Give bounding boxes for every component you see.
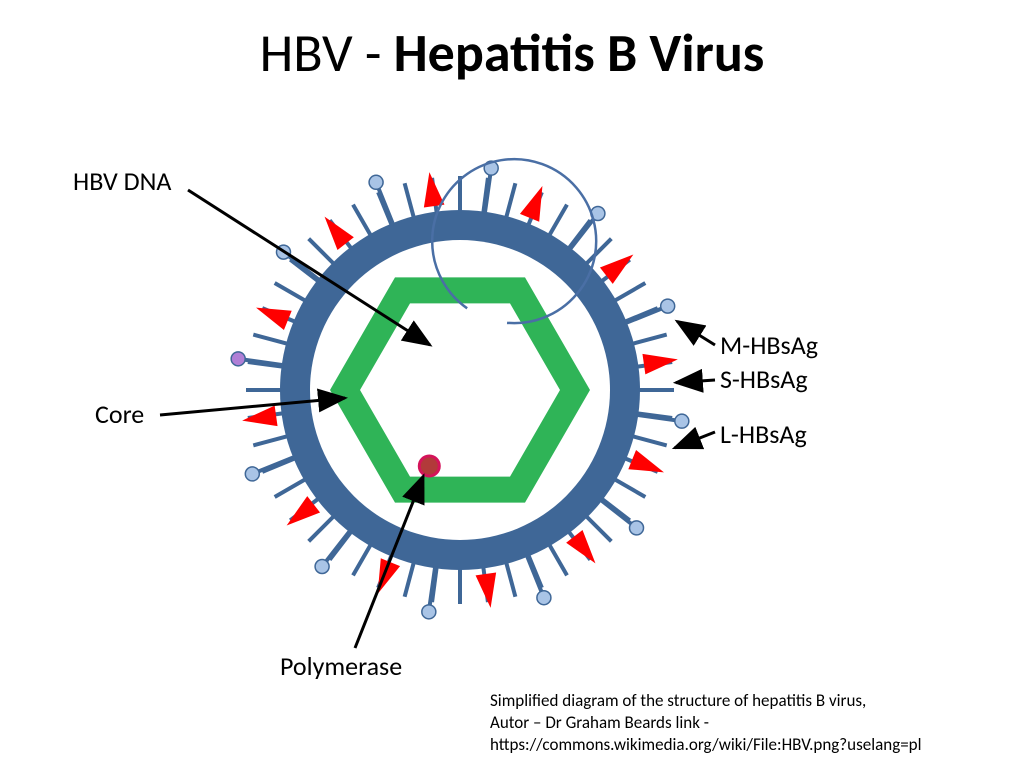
slide: HBV - Hepatitis B Virus HBV DNA Core Pol… — [0, 0, 1024, 768]
label-polymerase: Polymerase — [280, 650, 402, 682]
caption-line2: Autor – Dr Graham Beards link - — [490, 712, 709, 733]
label-core: Core — [95, 398, 144, 430]
label-hbv-dna: HBV DNA — [73, 165, 171, 197]
label-l-hbsag: L-HBsAg — [720, 418, 807, 450]
caption-line1: Simplified diagram of the structure of h… — [490, 690, 866, 711]
caption: Simplified diagram of the structure of h… — [490, 690, 1010, 756]
caption-line3: https://commons.wikimedia.org/wiki/File:… — [490, 734, 922, 755]
label-m-hbsag: M-HBsAg — [720, 329, 818, 361]
label-s-hbsag: S-HBsAg — [720, 363, 808, 395]
virus-diagram — [0, 0, 1024, 768]
